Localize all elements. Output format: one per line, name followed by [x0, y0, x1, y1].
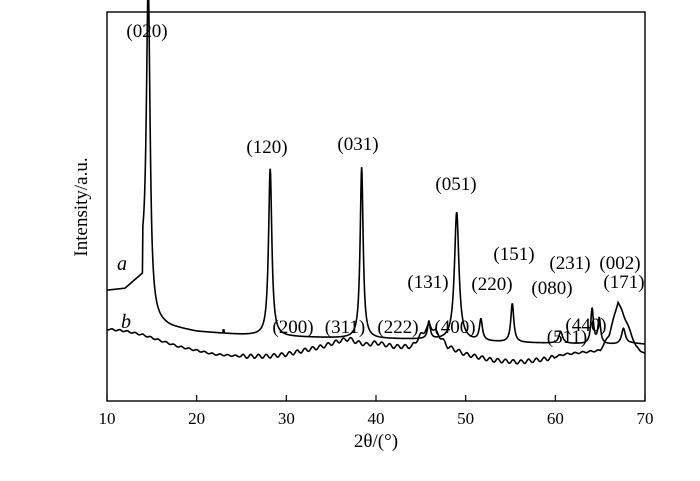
peak-label-b: (311) [325, 317, 365, 338]
peak-label-b: (200) [272, 317, 313, 338]
peak-label-b: (440) [565, 315, 606, 336]
peak-labels: a b (020) (120) (031) (131) (051) (220) (151) (08… [117, 21, 645, 348]
peak-label-a: (120) [246, 137, 287, 158]
peak-label-a: (171) [603, 272, 644, 293]
curve-label-a: a [117, 253, 127, 275]
y-axis-label: Intensity/a.u. [71, 157, 92, 256]
series-b-line [106, 300, 646, 365]
peak-label-a: (151) [493, 244, 534, 265]
x-tick-label: 50 [457, 409, 474, 428]
x-tick-label: 10 [99, 409, 116, 428]
peak-label-a: (131) [407, 272, 448, 293]
x-axis-label: 2θ/(°) [354, 431, 398, 452]
peak-label-a: (231) [549, 253, 590, 274]
peak-label-b: (222) [377, 317, 418, 338]
peak-label-a: (051) [435, 174, 476, 195]
peak-label-a: (220) [471, 274, 512, 295]
x-tick-label: 60 [547, 409, 564, 428]
curve-label-b: b [121, 311, 131, 333]
peak-label-a: (002) [599, 253, 640, 274]
x-tick-label: 40 [368, 409, 385, 428]
x-tick-label: 20 [188, 409, 205, 428]
curves [106, 0, 646, 365]
peak-label-a: (080) [531, 278, 572, 299]
x-axis-ticks: 10 20 30 40 50 60 70 [99, 395, 654, 428]
peak-label-a: (031) [337, 134, 378, 155]
peak-label-b: (511) [547, 327, 587, 348]
series-a-line [106, 0, 646, 345]
peak-label-a: (020) [126, 21, 167, 42]
peak-label-b: (400) [434, 317, 475, 338]
x-tick-label: 30 [278, 409, 295, 428]
x-tick-label: 70 [637, 409, 654, 428]
